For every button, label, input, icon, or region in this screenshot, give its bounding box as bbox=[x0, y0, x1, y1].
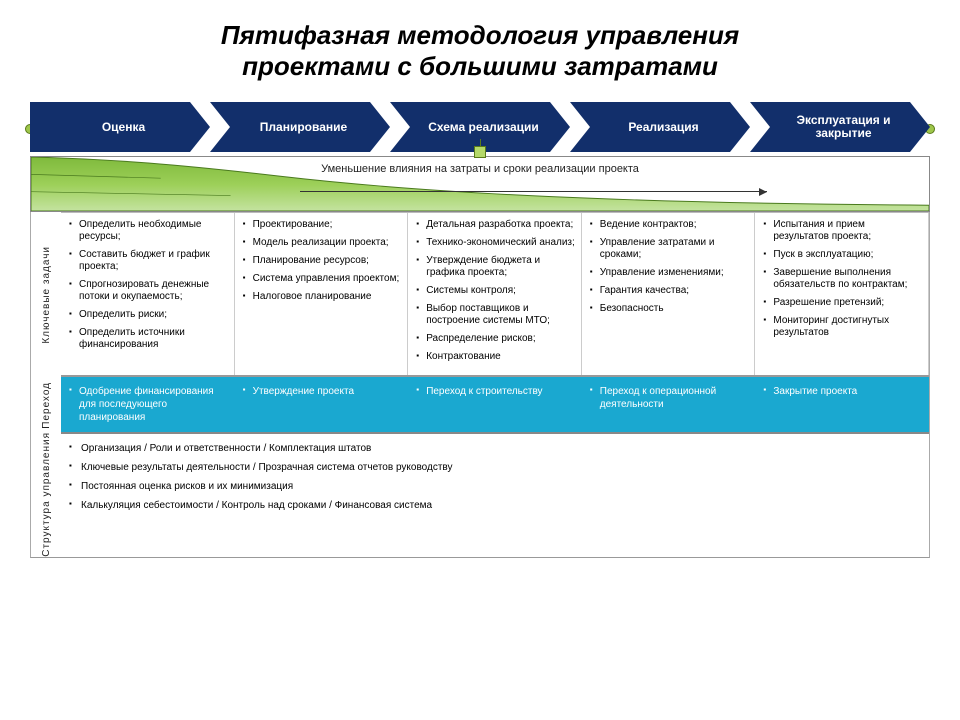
mgmt-item: Ключевые результаты деятельности / Прозр… bbox=[69, 461, 921, 474]
task-item: Системы контроля; bbox=[416, 285, 575, 297]
task-item: Контрактование bbox=[416, 351, 575, 363]
row-label-tasks: Ключевые задачи bbox=[31, 212, 61, 377]
influence-decay-band: Уменьшение влияния на затраты и сроки ре… bbox=[30, 156, 930, 212]
task-item: Планирование ресурсов; bbox=[243, 255, 402, 267]
row-label-transition: Переход bbox=[31, 377, 61, 432]
task-item: Безопасность bbox=[590, 303, 749, 315]
phase-label: Эксплуатация и закрытие bbox=[775, 114, 912, 140]
transition-column: Одобрение финансирования для последующег… bbox=[61, 377, 235, 432]
decay-label: Уменьшение влияния на затраты и сроки ре… bbox=[321, 163, 639, 175]
task-item: Завершение выполнения обязательств по ко… bbox=[763, 267, 922, 291]
task-item: Гарантия качества; bbox=[590, 285, 749, 297]
task-column: Ведение контрактов; Управление затратами … bbox=[582, 213, 756, 375]
task-column: Проектирование; Модель реализации проекта… bbox=[235, 213, 409, 375]
phase-label: Оценка bbox=[102, 121, 145, 134]
phase-arrow: Реализация bbox=[570, 102, 750, 152]
transition-columns: Одобрение финансирования для последующег… bbox=[61, 377, 929, 432]
page-title: Пятифазная методология управления проект… bbox=[30, 20, 930, 82]
decay-arrow-line bbox=[300, 191, 767, 192]
task-item: Детальная разработка проекта; bbox=[416, 219, 575, 231]
phase-arrows-container: Оценка Планирование Схема реализации Реализ… bbox=[30, 102, 930, 152]
phase-label: Планирование bbox=[260, 121, 347, 134]
task-item: Технико-экономический анализ; bbox=[416, 237, 575, 249]
transition-item: Переход к строительству bbox=[416, 385, 576, 398]
mgmt-item: Организация / Роли и ответственности / К… bbox=[69, 442, 921, 455]
task-item: Проектирование; bbox=[243, 219, 402, 231]
transition-item: Переход к операционной деятельности bbox=[590, 385, 750, 411]
mgmt-item: Постоянная оценка рисков и их минимизаци… bbox=[69, 480, 921, 493]
task-item: Мониторинг достигнутых результатов bbox=[763, 315, 922, 339]
transition-item: Одобрение финансирования для последующег… bbox=[69, 385, 229, 424]
task-item: Испытания и прием результатов проекта; bbox=[763, 219, 922, 243]
task-item: Составить бюджет и график проекта; bbox=[69, 249, 228, 273]
task-item: Пуск в эксплуатацию; bbox=[763, 249, 922, 261]
task-column: Испытания и прием результатов проекта; Пу… bbox=[755, 213, 929, 375]
transition-column: Переход к строительству bbox=[408, 377, 582, 432]
phase-arrow: Эксплуатация и закрытие bbox=[750, 102, 930, 152]
task-column: Определить необходимые ресурсы; Составить… bbox=[61, 213, 235, 375]
mgmt-list: Организация / Роли и ответственности / К… bbox=[69, 442, 921, 512]
task-item: Распределение рисков; bbox=[416, 333, 575, 345]
task-item: Модель реализации проекта; bbox=[243, 237, 402, 249]
tasks-columns: Определить необходимые ресурсы; Составить… bbox=[61, 212, 929, 377]
transition-block: Переход Одобрение финансирования для пос… bbox=[30, 377, 930, 432]
task-item: Утверждение бюджета и графика проекта; bbox=[416, 255, 575, 279]
transition-column: Переход к операционной деятельности bbox=[582, 377, 756, 432]
transition-item: Утверждение проекта bbox=[243, 385, 403, 398]
task-item: Система управления проектом; bbox=[243, 273, 402, 285]
title-line2: проектами с большими затратами bbox=[30, 51, 930, 82]
task-item: Разрешение претензий; bbox=[763, 297, 922, 309]
selection-handle-bottom[interactable] bbox=[474, 146, 486, 158]
transition-column: Утверждение проекта bbox=[235, 377, 409, 432]
task-item: Спрогнозировать денежные потоки и окупае… bbox=[69, 279, 228, 303]
phase-label: Реализация bbox=[628, 121, 698, 134]
mgmt-list-container: Организация / Роли и ответственности / К… bbox=[61, 432, 929, 557]
transition-item: Закрытие проекта bbox=[763, 385, 923, 398]
mgmt-item: Калькуляция себестоимости / Контроль над… bbox=[69, 499, 921, 512]
methodology-diagram: Оценка Планирование Схема реализации Реализ… bbox=[30, 102, 930, 558]
task-item: Определить необходимые ресурсы; bbox=[69, 219, 228, 243]
task-column: Детальная разработка проекта; Технико-эко… bbox=[408, 213, 582, 375]
phase-label: Схема реализации bbox=[428, 121, 539, 134]
row-label-mgmt: Структура управления bbox=[31, 432, 61, 557]
decay-arrow-head-icon bbox=[759, 188, 767, 196]
title-line1: Пятифазная методология управления bbox=[221, 20, 739, 50]
task-item: Определить источники финансирования bbox=[69, 327, 228, 351]
phase-arrow: Планирование bbox=[210, 102, 390, 152]
key-tasks-block: Ключевые задачи Определить необходимые р… bbox=[30, 212, 930, 377]
task-item: Выбор поставщиков и построение системы М… bbox=[416, 303, 575, 327]
task-item: Определить риски; bbox=[69, 309, 228, 321]
phase-arrow: Оценка bbox=[30, 102, 210, 152]
task-item: Налоговое планирование bbox=[243, 291, 402, 303]
task-item: Управление изменениями; bbox=[590, 267, 749, 279]
task-item: Ведение контрактов; bbox=[590, 219, 749, 231]
management-block: Структура управления Организация / Роли … bbox=[30, 432, 930, 558]
task-item: Управление затратами и сроками; bbox=[590, 237, 749, 261]
transition-column: Закрытие проекта bbox=[755, 377, 929, 432]
